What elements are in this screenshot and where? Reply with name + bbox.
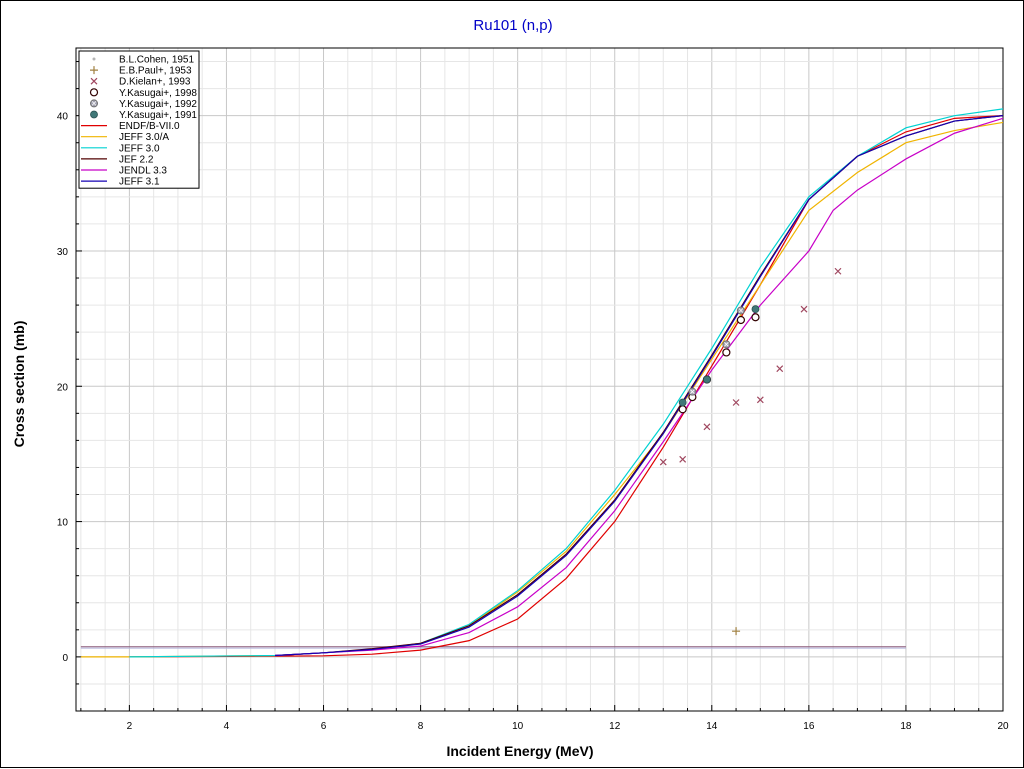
marker-hatch — [91, 101, 97, 106]
data-point-d-kielan-1993 — [679, 455, 687, 463]
x-tick-label: 18 — [900, 721, 912, 732]
legend-label: B.L.Cohen, 1951 — [119, 55, 194, 66]
marker-filled-circle — [751, 305, 760, 314]
marker-filled-circle — [703, 375, 711, 384]
y-tick-label: 10 — [57, 518, 69, 529]
legend-marker — [90, 110, 98, 119]
legend-label: JEFF 3.1 — [119, 177, 160, 188]
series-line-jeff-3-1 — [274, 115, 1004, 657]
marker-hatch — [724, 342, 729, 347]
grid — [76, 48, 1004, 712]
data-point-y-kasugai-1991 — [703, 375, 711, 384]
marker-open-circle — [722, 348, 731, 357]
data-point-y-kasugai-1998 — [678, 405, 687, 414]
legend-marker — [89, 88, 99, 97]
y-axis-title: Cross section (mb) — [11, 321, 27, 448]
data-point-y-kasugai-1992 — [722, 340, 731, 349]
data-point-d-kielan-1993 — [834, 267, 842, 275]
legend-label: ENDF/B-VII.0 — [119, 121, 180, 132]
marker-cross — [800, 305, 808, 313]
data-point-y-kasugai-1998 — [736, 315, 746, 325]
legend-label: JEFF 3.0/A — [119, 132, 169, 143]
data-point-y-kasugai-1991 — [751, 305, 760, 314]
x-tick-label: 4 — [224, 721, 230, 732]
legend-label: Y.Kasugai+, 1998 — [119, 88, 197, 99]
marker-open-circle — [678, 405, 687, 414]
marker-hatch — [738, 308, 744, 313]
marker-cross — [834, 267, 842, 275]
axis-ticks: 2 4 6 8 10 12 14 16 18 20 0 10 20 30 40 — [57, 61, 1009, 732]
marker-filled-circle — [678, 398, 687, 407]
marker-open-circle — [751, 313, 760, 322]
x-tick-label: 12 — [609, 721, 621, 732]
x-tick-label: 8 — [418, 721, 424, 732]
y-tick-label: 40 — [57, 112, 69, 123]
legend-label: JENDL 3.3 — [119, 166, 167, 177]
x-tick-label: 16 — [803, 721, 815, 732]
legend-label: Y.Kasugai+, 1991 — [119, 110, 197, 121]
series-line-jendl-3-3 — [274, 117, 1004, 657]
legend-marker — [90, 77, 98, 85]
marker-open-circle — [89, 88, 99, 97]
series-lines — [80, 108, 1004, 658]
marker-open-circle — [736, 315, 746, 325]
legend-marker — [92, 57, 96, 61]
series-line-endf-b-vii-0 — [129, 115, 1004, 658]
data-point-d-kielan-1993 — [800, 305, 808, 313]
marker-plus — [90, 66, 98, 75]
data-point-e-b-paul-1953 — [732, 627, 741, 636]
data-point-d-kielan-1993 — [732, 399, 740, 406]
data-point-y-kasugai-1998 — [722, 348, 731, 357]
marker-cross — [659, 458, 667, 466]
marker-cross — [756, 396, 764, 404]
series-points — [659, 267, 842, 636]
legend-label: JEF 2.2 — [119, 154, 154, 165]
marker-filled-circle — [90, 110, 98, 119]
legend-box — [78, 50, 200, 189]
legend-label: JEFF 3.0 — [119, 143, 160, 154]
x-tick-label: 6 — [321, 721, 327, 732]
marker-cross — [732, 399, 740, 406]
marker-cross — [679, 455, 687, 463]
legend-label: E.B.Paul+, 1953 — [119, 66, 192, 77]
marker-cross — [776, 365, 784, 373]
chart-title: Ru101 (n,p) — [473, 17, 552, 34]
legend-marker — [90, 99, 98, 108]
x-tick-label: 2 — [127, 721, 133, 732]
data-point-y-kasugai-1992 — [688, 387, 697, 396]
legend-marker — [90, 66, 98, 75]
marker-cross — [703, 423, 711, 431]
data-point-d-kielan-1993 — [703, 423, 711, 431]
x-tick-label: 10 — [512, 721, 524, 732]
x-tick-label: 20 — [997, 721, 1009, 732]
data-point-y-kasugai-1991 — [678, 398, 687, 407]
legend-label: Y.Kasugai+, 1992 — [119, 99, 197, 110]
y-tick-label: 30 — [57, 247, 69, 258]
data-point-y-kasugai-1998 — [751, 313, 760, 322]
x-axis-title: Incident Energy (MeV) — [446, 743, 593, 759]
legend-label: D.Kielan+, 1993 — [119, 77, 191, 88]
data-point-d-kielan-1993 — [776, 365, 784, 373]
data-point-y-kasugai-1992 — [736, 306, 745, 315]
marker-hatch — [690, 389, 695, 394]
x-tick-label: 14 — [706, 721, 718, 732]
data-point-d-kielan-1993 — [756, 396, 764, 404]
y-tick-label: 0 — [62, 653, 68, 664]
y-tick-label: 20 — [57, 382, 69, 393]
marker-dot — [92, 57, 96, 61]
data-point-d-kielan-1993 — [659, 458, 667, 466]
marker-plus — [732, 627, 741, 636]
marker-cross — [90, 77, 98, 85]
plot-area — [75, 47, 1004, 712]
